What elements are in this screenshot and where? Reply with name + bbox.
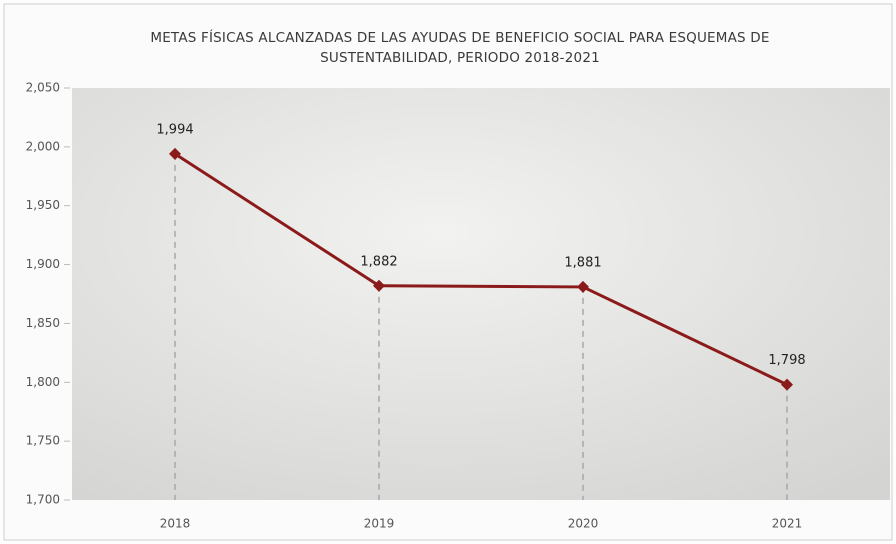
data-label: 1,994 (156, 122, 193, 137)
chart-title: SUSTENTABILIDAD, PERIODO 2018-2021 (320, 50, 600, 66)
data-point (781, 378, 793, 391)
data-label: 1,882 (360, 254, 397, 269)
data-point (577, 280, 589, 293)
data-line (174, 152, 788, 386)
data-point (373, 279, 385, 292)
y-tick-label: 1,900 (26, 257, 60, 271)
y-tick-label: 1,850 (26, 316, 60, 330)
x-tick-label: 2018 (160, 517, 191, 531)
y-tick-label: 1,800 (26, 375, 60, 389)
x-tick-label: 2021 (772, 517, 803, 531)
data-label: 1,798 (768, 353, 805, 368)
data-point (169, 147, 181, 160)
y-tick-label: 1,950 (26, 198, 60, 212)
x-tick-label: 2019 (364, 517, 395, 531)
y-tick-label: 2,050 (26, 81, 60, 95)
y-tick-label: 1,750 (26, 434, 60, 448)
plot-area (72, 88, 890, 500)
x-tick-label: 2020 (568, 517, 599, 531)
y-tick-label: 1,700 (26, 493, 60, 507)
y-tick-label: 2,000 (26, 139, 60, 153)
chart-title: METAS FÍSICAS ALCANZADAS DE LAS AYUDAS D… (150, 29, 769, 46)
data-label: 1,881 (564, 255, 601, 270)
